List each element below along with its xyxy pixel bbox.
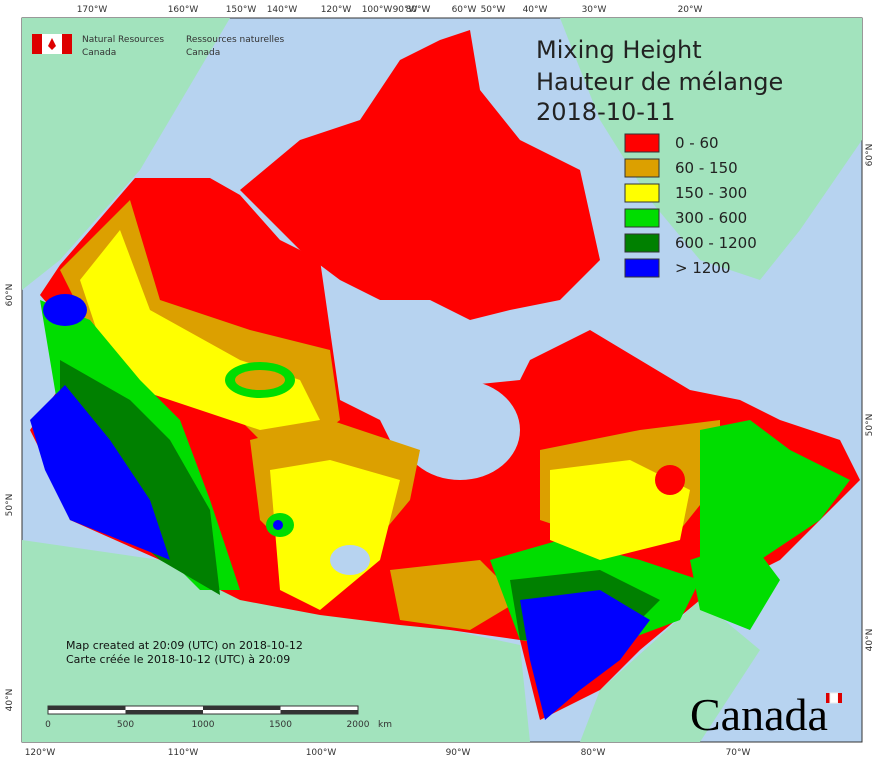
agency-fr: Ressources naturelles [186,35,285,45]
credit-line: Carte créée le 2018-10-12 (UTC) à 20:09 [66,653,290,666]
map-title: Hauteur de mélange [536,68,783,96]
graticule-label: 160°W [168,5,199,15]
graticule-label: 60°N [5,284,15,307]
graticule-label: 60°W [452,5,477,15]
scale-label: 500 [117,720,134,730]
land-other [22,18,862,742]
credit-line: Map created at 20:09 (UTC) on 2018-10-12 [66,639,303,652]
graticule-label: 90°W [446,748,471,758]
graticule-label: 40°N [5,689,15,712]
legend-label: 0 - 60 [675,134,719,152]
graticule-label: 100°W [362,5,393,15]
graticule-label: 100°W [306,748,337,758]
graticule-label: 170°W [77,5,108,15]
legend-label: 600 - 1200 [675,234,757,252]
agency-en: Natural Resources [82,35,164,45]
flag-icon [32,34,842,704]
agency-en: Canada [82,48,116,58]
map-title: Mixing Height [536,36,702,64]
legend-swatch [624,233,660,253]
graticule-label: 120°W [321,5,352,15]
legend-swatch [624,208,660,228]
legend-label: 150 - 300 [675,184,747,202]
legend-swatch [624,133,660,153]
graticule-label: 50°N [865,414,875,437]
graticule-label: 60°N [865,144,875,167]
graticule-label: 20°W [678,5,703,15]
legend-swatch [624,258,660,278]
graticule-label: 80°W [581,748,606,758]
wordmark: Canada [690,689,828,740]
scale-bar [47,705,359,715]
scale-unit: km [378,720,392,730]
graticule-label: 120°W [25,748,56,758]
legend-swatch [624,183,660,203]
legend-label: > 1200 [675,259,731,277]
scale-label: 0 [45,720,51,730]
graticule-label: 30°W [582,5,607,15]
map-title: 2018-10-11 [536,98,675,126]
graticule-label: 50°N [5,494,15,517]
legend-swatch [624,158,660,178]
graticule-label: 110°W [168,748,199,758]
graticule-label: 40°N [865,629,875,652]
graticule-label: 40°W [523,5,548,15]
graticule-label: 50°W [481,5,506,15]
mixing-height-zones [30,200,850,720]
legend-label: 60 - 150 [675,159,738,177]
scale-label: 2000 [347,720,370,730]
graticule-label: 140°W [267,5,298,15]
scale-label: 1500 [269,720,292,730]
legend-label: 300 - 600 [675,209,747,227]
graticule-label: 150°W [226,5,257,15]
agency-fr: Canada [186,48,220,58]
graticule-label: 80°W [406,5,431,15]
graticule-label: 90°W [393,5,418,15]
graticule-label: 70°W [726,748,751,758]
scale-label: 1000 [192,720,215,730]
